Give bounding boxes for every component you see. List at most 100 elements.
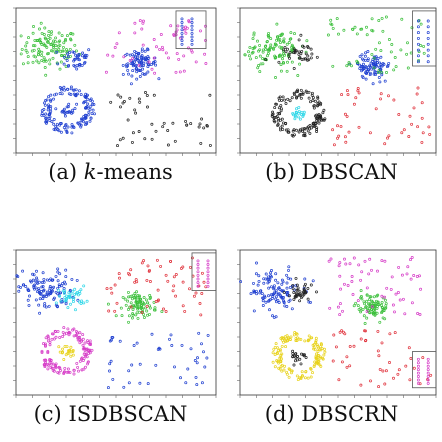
data-point [381,307,383,309]
data-point [138,64,140,66]
data-point [304,377,306,379]
data-point [160,33,162,35]
data-point [60,131,62,133]
data-point [146,279,148,281]
data-point [141,48,143,50]
data-point [53,286,55,288]
data-point [70,86,72,88]
data-point [401,132,403,134]
data-point [60,51,62,53]
data-point [51,31,53,33]
data-point [27,56,29,58]
data-point [20,35,22,37]
data-point [68,103,70,105]
data-point [161,311,163,313]
data-point [281,99,283,101]
data-point [330,258,332,260]
data-point [279,127,281,129]
data-point [317,360,319,362]
data-point [358,92,360,94]
data-point [346,115,348,117]
data-point [62,290,64,292]
data-point [74,44,76,46]
data-point [297,74,299,76]
data-point [27,37,29,39]
data-point [181,344,183,346]
data-point [43,102,45,104]
data-point [295,277,297,279]
data-point [81,369,83,371]
data-point [282,53,284,55]
data-point [87,103,89,105]
data-point [151,138,153,140]
data-point [296,284,298,286]
data-point [59,273,61,275]
data-point [427,49,429,51]
data-point [271,297,273,299]
cluster-blob-4 [122,48,160,85]
data-point [311,53,313,55]
data-point [280,361,282,363]
data-point [360,384,362,386]
data-point [44,104,46,106]
data-point [279,46,281,48]
data-point [202,351,204,353]
data-point [277,117,279,119]
data-point [421,117,423,119]
data-point [133,344,135,346]
data-point [333,144,335,146]
data-point [403,129,405,131]
data-point [293,364,295,366]
data-point [382,317,384,319]
data-point [207,271,209,273]
data-point [313,346,315,348]
caption-d-rest: DBSCRN [301,402,398,426]
data-point [200,142,202,144]
data-point [72,354,74,356]
data-point [162,126,164,128]
data-point [281,58,283,60]
data-point [332,129,334,131]
data-point [355,97,357,99]
cluster-box-7 [192,253,216,291]
data-point [35,270,37,272]
data-point [250,58,252,60]
data-point [388,62,390,64]
data-point [137,295,139,297]
data-point [43,57,45,59]
data-point [356,33,358,35]
caption-c: (c) ISDBSCAN [0,402,221,426]
data-point [420,45,422,47]
data-point [197,278,199,280]
data-point [259,71,261,73]
data-point [381,295,383,297]
caption-d-tag: (d) [265,402,295,426]
data-point [270,269,272,271]
data-point [293,134,295,136]
data-point [191,21,193,23]
data-point [286,305,288,307]
data-point [195,376,197,378]
data-point [378,76,380,78]
data-point [107,303,109,305]
data-point [417,126,419,128]
cluster-box-7 [412,11,436,66]
data-point [257,67,259,69]
data-point [267,295,269,297]
data-point [108,370,110,372]
data-point [406,42,408,44]
data-point [181,25,183,27]
data-point [295,356,297,358]
caption-a-sep [77,160,84,184]
data-point [47,340,49,342]
data-point [281,108,283,110]
data-point [69,48,71,50]
data-point [382,370,384,372]
data-point [275,279,277,281]
data-point [341,94,343,96]
data-point [388,361,390,363]
cluster-blob-3 [58,345,75,360]
data-point [281,370,283,372]
data-point [80,94,82,96]
data-point [275,296,277,298]
